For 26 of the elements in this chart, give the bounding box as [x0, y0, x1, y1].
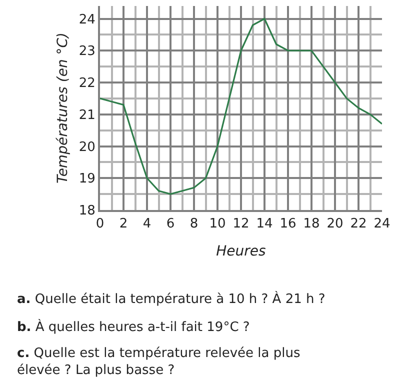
- text: a. Quelle était la température à 10 h ? À 21 h ?: [17, 290, 326, 307]
- text: c. Quelle est la température relevée la plus élevée ? La plus basse ?: [17, 346, 300, 378]
- y-tick-label: 19: [78, 172, 96, 187]
- y-axis-title: Températures (en °C): [54, 32, 71, 184]
- y-tick-label: 20: [78, 140, 96, 155]
- x-axis-title: Heures: [216, 243, 266, 260]
- x-tick-label: 2: [119, 216, 128, 232]
- x-tick-label: 8: [190, 216, 198, 232]
- x-tick-label: 10: [209, 216, 226, 232]
- text: b. À quelles heures a-t-il fait 19°C ?: [17, 318, 250, 335]
- x-tick-label: 20: [326, 216, 344, 232]
- x-tick-label: 4: [142, 216, 152, 232]
- y-tick-label: 24: [78, 12, 96, 28]
- x-tick-label: 0: [96, 216, 104, 232]
- x-tick-label: 24: [374, 216, 390, 232]
- x-tick-label: 22: [350, 216, 367, 232]
- x-tick-label: 6: [166, 216, 175, 232]
- x-tick-label: 12: [232, 216, 250, 232]
- x-tick-label: 18: [303, 216, 320, 232]
- x-tick-label: 16: [280, 216, 296, 232]
- y-tick-label: 21: [78, 108, 96, 123]
- y-tick-label: 23: [78, 44, 96, 60]
- x-tick-label: 14: [256, 216, 273, 232]
- line-series: [100, 18, 382, 195]
- y-tick-label: 18: [78, 204, 96, 219]
- y-tick-label: 22: [78, 76, 96, 92]
